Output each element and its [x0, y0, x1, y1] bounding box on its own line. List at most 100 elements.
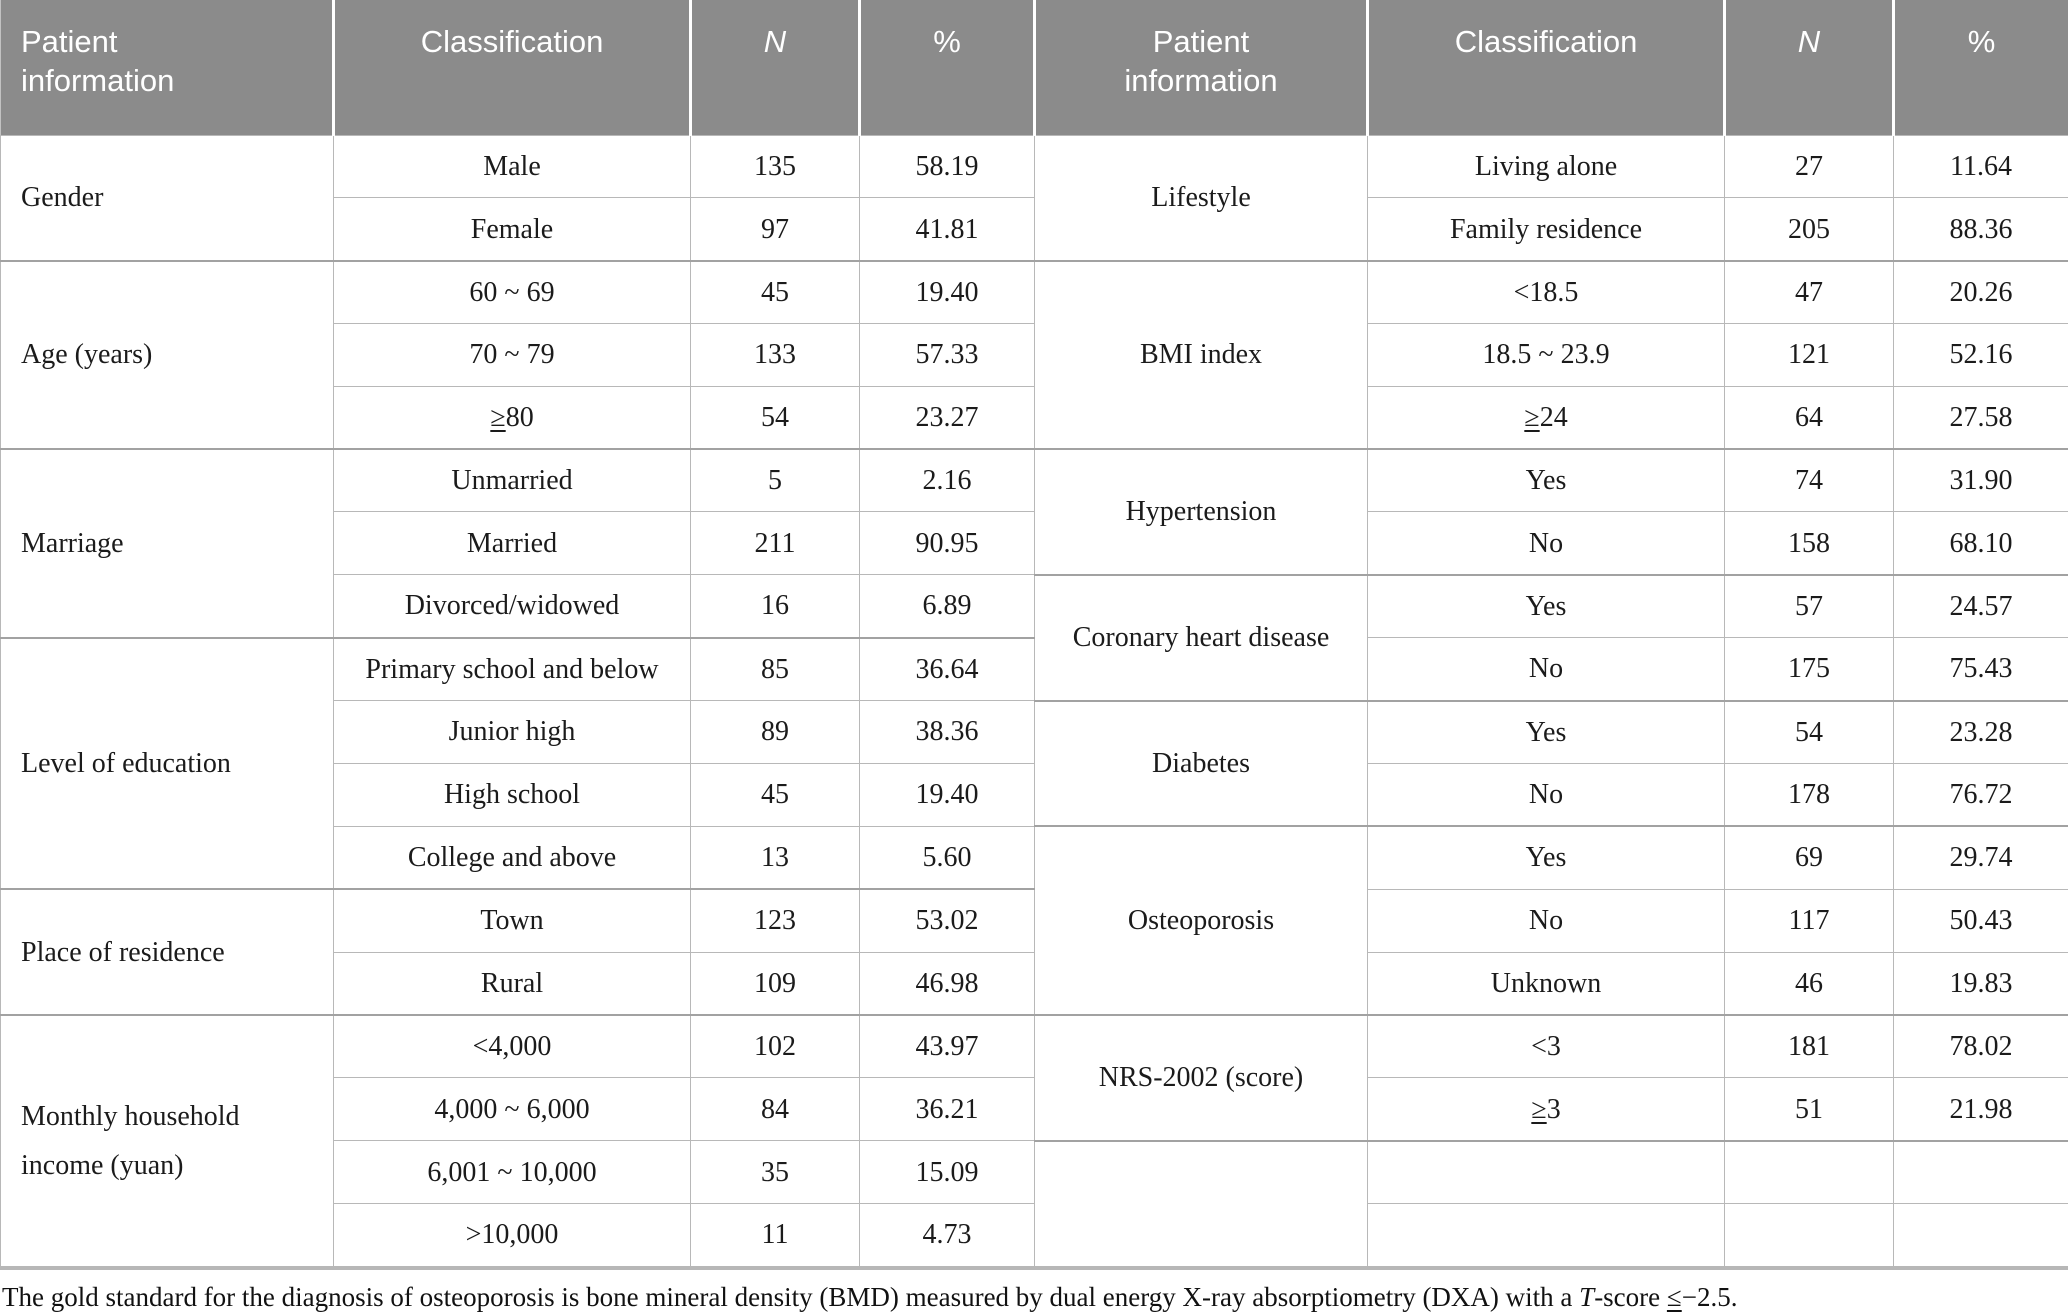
- cell-pct: 2.16: [860, 449, 1035, 512]
- group-label-osteoporosis: Osteoporosis: [1035, 826, 1368, 1015]
- table-row: Marriage Unmarried 5 2.16 Hypertension Y…: [1, 449, 2068, 512]
- cell-classification: Junior high: [334, 701, 691, 764]
- cell-classification: Married: [334, 512, 691, 575]
- cell-n: 27: [1725, 136, 1894, 198]
- cell-n: 74: [1725, 449, 1894, 512]
- cell-n: 35: [691, 1141, 860, 1204]
- cell-pct: 6.89: [860, 575, 1035, 638]
- cell-classification: Unknown: [1368, 952, 1725, 1015]
- cell-pct: 38.36: [860, 701, 1035, 764]
- cell-classification: No: [1368, 512, 1725, 575]
- cell-pct: 36.21: [860, 1078, 1035, 1141]
- cell-pct: 21.98: [1894, 1078, 2068, 1141]
- cell-classification: High school: [334, 763, 691, 826]
- cell-classification: No: [1368, 889, 1725, 952]
- cell-pct: 23.28: [1894, 701, 2068, 764]
- cell-classification: Male: [334, 136, 691, 198]
- cell-pct: 11.64: [1894, 136, 2068, 198]
- cell-pct: 68.10: [1894, 512, 2068, 575]
- table-footnote: The gold standard for the diagnosis of o…: [2, 1280, 2068, 1315]
- cell-classification: No: [1368, 763, 1725, 826]
- cell-pct: 58.19: [860, 136, 1035, 198]
- cell-n: 54: [1725, 701, 1894, 764]
- cell-n: 133: [691, 324, 860, 386]
- header-pct-right: %: [1894, 0, 2068, 136]
- group-label-bmi: BMI index: [1035, 261, 1368, 449]
- cell-pct: 36.64: [860, 638, 1035, 701]
- cell-classification: Town: [334, 889, 691, 952]
- cell-n: 51: [1725, 1078, 1894, 1141]
- patient-characteristics-table: Patient information Classification N % P…: [0, 0, 2068, 1270]
- cell-pct: 53.02: [860, 889, 1035, 952]
- cell-pct: 88.36: [1894, 198, 2068, 261]
- cell-classification: Unmarried: [334, 449, 691, 512]
- footnote-text-end: -score ≤−2.5.: [1594, 1282, 1737, 1312]
- cell-classification: College and above: [334, 826, 691, 889]
- cell-pct: 50.43: [1894, 889, 2068, 952]
- cell-n: [1725, 1141, 1894, 1204]
- cell-classification: [1368, 1141, 1725, 1204]
- cell-pct: 90.95: [860, 512, 1035, 575]
- cell-n: 47: [1725, 261, 1894, 324]
- cell-n: 13: [691, 826, 860, 889]
- cell-n: 205: [1725, 198, 1894, 261]
- cell-pct: 27.58: [1894, 386, 2068, 449]
- cell-pct: 46.98: [860, 952, 1035, 1015]
- cell-pct: 19.40: [860, 261, 1035, 324]
- header-n-left: N: [691, 0, 860, 136]
- cell-classification: 18.5 ~ 23.9: [1368, 324, 1725, 386]
- cell-n: 117: [1725, 889, 1894, 952]
- cell-n: 109: [691, 952, 860, 1015]
- cell-classification: 4,000 ~ 6,000: [334, 1078, 691, 1141]
- cell-n: 178: [1725, 763, 1894, 826]
- cell-pct: 57.33: [860, 324, 1035, 386]
- cell-classification: 60 ~ 69: [334, 261, 691, 324]
- cell-n: 175: [1725, 638, 1894, 701]
- table-row: Place of residence Town 123 53.02 No 117…: [1, 889, 2068, 952]
- cell-classification: <3: [1368, 1015, 1725, 1078]
- cell-n: 16: [691, 575, 860, 638]
- header-patient-info-left: Patient information: [1, 0, 334, 136]
- cell-n: 45: [691, 763, 860, 826]
- group-label-residence: Place of residence: [1, 889, 334, 1015]
- cell-classification: ≥80: [334, 386, 691, 449]
- header-row: Patient information Classification N % P…: [1, 0, 2068, 136]
- cell-classification: <4,000: [334, 1015, 691, 1078]
- cell-pct: 24.57: [1894, 575, 2068, 638]
- cell-classification: Living alone: [1368, 136, 1725, 198]
- group-label-diabetes: Diabetes: [1035, 701, 1368, 827]
- cell-pct: 19.83: [1894, 952, 2068, 1015]
- cell-classification: Yes: [1368, 826, 1725, 889]
- header-patient-info-right: Patient information: [1035, 0, 1368, 136]
- cell-n: 11: [691, 1204, 860, 1268]
- cell-classification: Rural: [334, 952, 691, 1015]
- cell-n: [1725, 1204, 1894, 1268]
- header-n-right: N: [1725, 0, 1894, 136]
- cell-n: 135: [691, 136, 860, 198]
- table-row: Monthly household income (yuan) <4,000 1…: [1, 1015, 2068, 1078]
- cell-n: 158: [1725, 512, 1894, 575]
- group-label-gender: Gender: [1, 136, 334, 261]
- group-label-empty: [1035, 1141, 1368, 1268]
- cell-pct: 43.97: [860, 1015, 1035, 1078]
- cell-n: 121: [1725, 324, 1894, 386]
- cell-classification: ≥3: [1368, 1078, 1725, 1141]
- group-label-education: Level of education: [1, 638, 334, 890]
- group-label-marriage: Marriage: [1, 449, 334, 638]
- cell-classification: Female: [334, 198, 691, 261]
- cell-n: 211: [691, 512, 860, 575]
- cell-pct: [1894, 1204, 2068, 1268]
- table-row: Gender Male 135 58.19 Lifestyle Living a…: [1, 136, 2068, 198]
- cell-classification: Primary school and below: [334, 638, 691, 701]
- cell-pct: 19.40: [860, 763, 1035, 826]
- group-label-income: Monthly household income (yuan): [1, 1015, 334, 1268]
- cell-pct: 4.73: [860, 1204, 1035, 1268]
- cell-n: 102: [691, 1015, 860, 1078]
- cell-n: 89: [691, 701, 860, 764]
- group-label-lifestyle: Lifestyle: [1035, 136, 1368, 261]
- cell-n: 84: [691, 1078, 860, 1141]
- cell-pct: 76.72: [1894, 763, 2068, 826]
- group-label-nrs2002: NRS-2002 (score): [1035, 1015, 1368, 1141]
- group-label-age: Age (years): [1, 261, 334, 449]
- cell-pct: 15.09: [860, 1141, 1035, 1204]
